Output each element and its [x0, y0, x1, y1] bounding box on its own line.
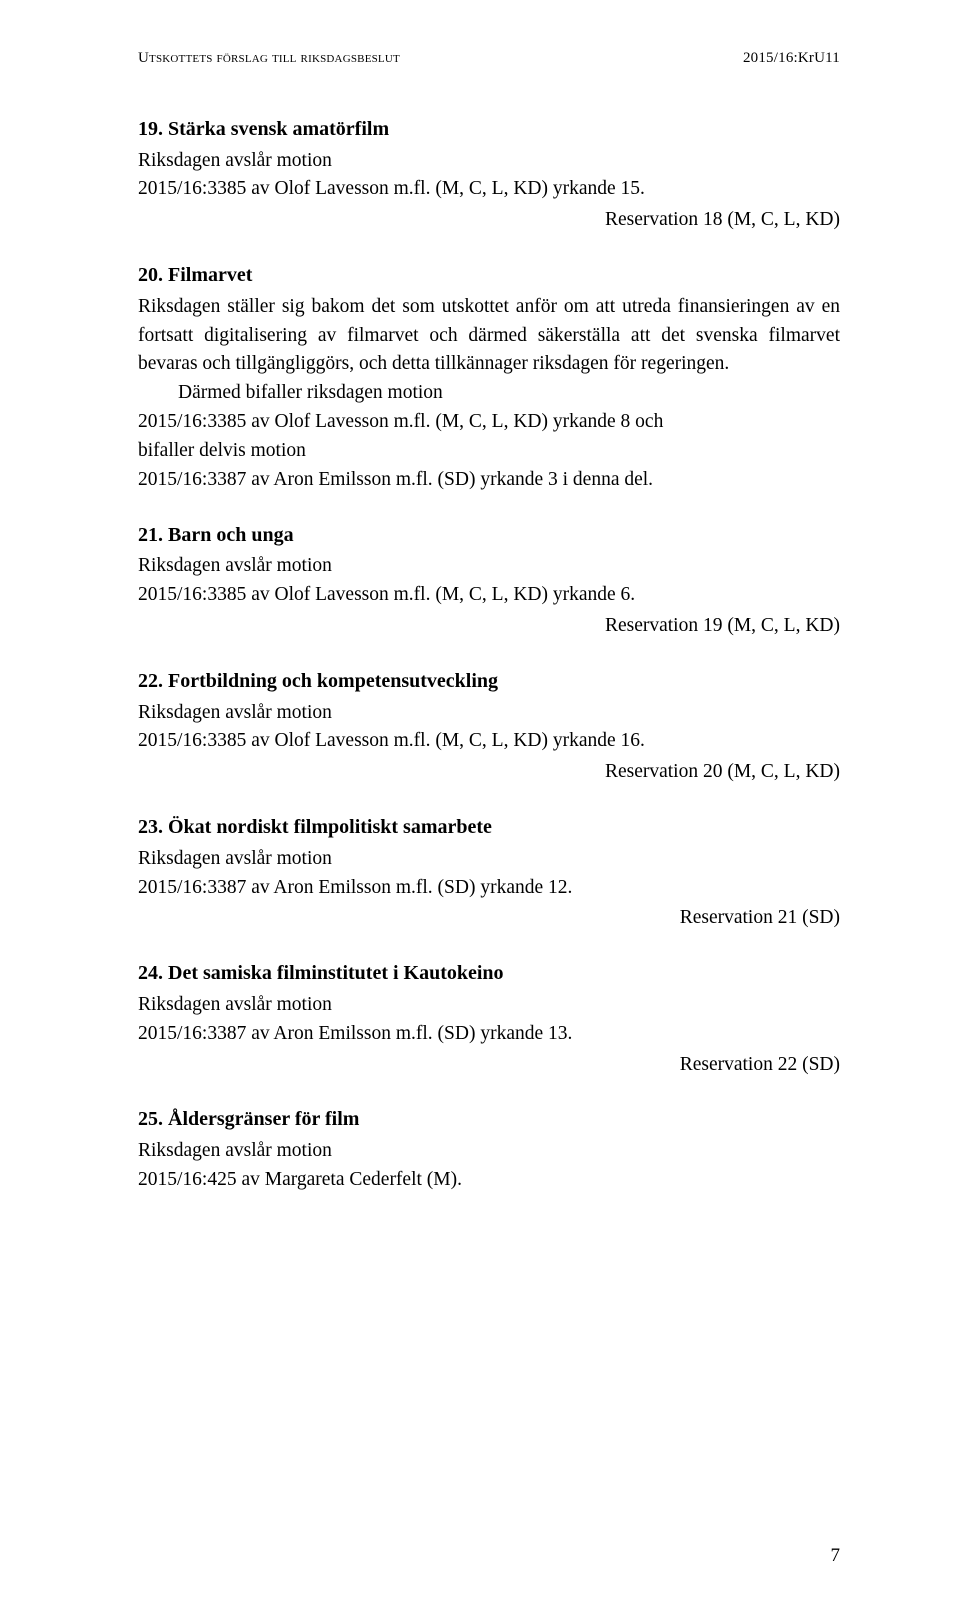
list-item: 22. Fortbildning och kompetensutveckling…	[138, 667, 840, 787]
item-heading: Det samiska filminstitutet i Kautokeino	[168, 962, 504, 984]
body-line: Riksdagen avslår motion	[138, 845, 840, 874]
body-line: bifaller delvis motion	[138, 437, 840, 466]
list-item: 24. Det samiska filminstitutet i Kautoke…	[138, 959, 840, 1079]
item-title: 25. Åldersgränser för film	[138, 1105, 840, 1135]
body-line: 2015/16:3385 av Olof Lavesson m.fl. (M, …	[138, 581, 840, 610]
item-heading: Stärka svensk amatörfilm	[168, 118, 389, 140]
item-heading: Filmarvet	[168, 264, 252, 286]
body-line-indent: Därmed bifaller riksdagen motion	[138, 379, 840, 408]
item-number: 24.	[138, 962, 163, 984]
body-line: 2015/16:3387 av Aron Emilsson m.fl. (SD)…	[138, 1020, 840, 1049]
header-right: 2015/16:KrU11	[743, 50, 840, 67]
item-title: 20. Filmarvet	[138, 261, 840, 291]
item-number: 21.	[138, 524, 163, 546]
body-line: Riksdagen avslår motion	[138, 699, 840, 728]
item-title: 19. Stärka svensk amatörfilm	[138, 115, 840, 145]
document-page: Utskottets förslag till riksdagsbeslut 2…	[0, 0, 960, 1603]
reservation-line: Reservation 20 (M, C, L, KD)	[138, 758, 840, 787]
item-title: 24. Det samiska filminstitutet i Kautoke…	[138, 959, 840, 989]
item-number: 20.	[138, 264, 163, 286]
body-paragraph: Riksdagen ställer sig bakom det som utsk…	[138, 293, 840, 380]
body-line: Riksdagen avslår motion	[138, 1137, 840, 1166]
body-line: 2015/16:3387 av Aron Emilsson m.fl. (SD)…	[138, 466, 840, 495]
list-item: 20. Filmarvet Riksdagen ställer sig bako…	[138, 261, 840, 495]
body-line: Riksdagen avslår motion	[138, 552, 840, 581]
body-line: Riksdagen avslår motion	[138, 991, 840, 1020]
list-item: 23. Ökat nordiskt filmpolitiskt samarbet…	[138, 813, 840, 933]
item-number: 25.	[138, 1108, 163, 1130]
body-line: 2015/16:425 av Margareta Cederfelt (M).	[138, 1166, 840, 1195]
item-title: 22. Fortbildning och kompetensutveckling	[138, 667, 840, 697]
list-item: 25. Åldersgränser för film Riksdagen avs…	[138, 1105, 840, 1194]
item-title: 21. Barn och unga	[138, 521, 840, 551]
header-left: Utskottets förslag till riksdagsbeslut	[138, 50, 400, 67]
item-number: 23.	[138, 816, 163, 838]
reservation-line: Reservation 19 (M, C, L, KD)	[138, 612, 840, 641]
reservation-line: Reservation 21 (SD)	[138, 904, 840, 933]
body-line: 2015/16:3387 av Aron Emilsson m.fl. (SD)…	[138, 874, 840, 903]
list-item: 21. Barn och unga Riksdagen avslår motio…	[138, 521, 840, 641]
item-number: 19.	[138, 118, 163, 140]
list-item: 19. Stärka svensk amatörfilm Riksdagen a…	[138, 115, 840, 235]
reservation-line: Reservation 18 (M, C, L, KD)	[138, 206, 840, 235]
item-heading: Barn och unga	[168, 524, 294, 546]
item-title: 23. Ökat nordiskt filmpolitiskt samarbet…	[138, 813, 840, 843]
item-number: 22.	[138, 670, 163, 692]
reservation-line: Reservation 22 (SD)	[138, 1051, 840, 1080]
body-line: Riksdagen avslår motion	[138, 147, 840, 176]
page-header: Utskottets förslag till riksdagsbeslut 2…	[138, 50, 840, 67]
item-heading: Ökat nordiskt filmpolitiskt samarbete	[168, 816, 492, 838]
item-heading: Åldersgränser för film	[168, 1108, 359, 1130]
item-heading: Fortbildning och kompetensutveckling	[168, 670, 498, 692]
body-line: 2015/16:3385 av Olof Lavesson m.fl. (M, …	[138, 175, 840, 204]
page-number: 7	[831, 1545, 841, 1567]
body-line: 2015/16:3385 av Olof Lavesson m.fl. (M, …	[138, 727, 840, 756]
body-line: 2015/16:3385 av Olof Lavesson m.fl. (M, …	[138, 408, 840, 437]
